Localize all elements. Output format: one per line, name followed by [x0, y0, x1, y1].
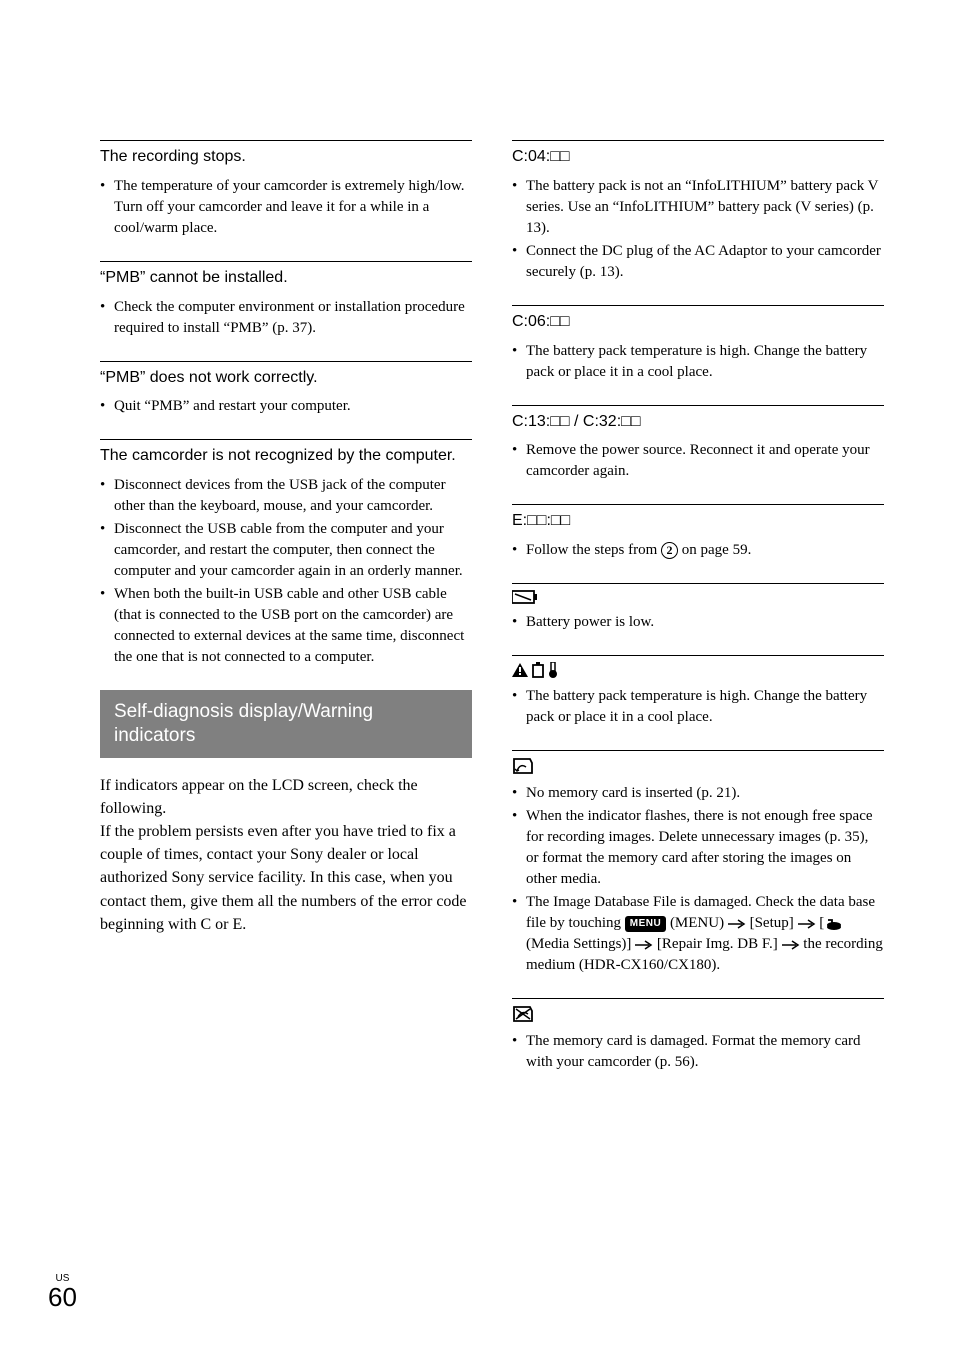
list-item: The battery pack temperature is high. Ch…	[512, 341, 884, 383]
heading-pmb-install: “PMB” cannot be installed.	[100, 261, 472, 297]
arrow-right-icon	[728, 919, 746, 929]
list-item: Connect the DC plug of the AC Adaptor to…	[512, 241, 884, 283]
list-item: Remove the power source. Reconnect it an…	[512, 440, 884, 482]
heading-c13: C:13:□□ / C:32:□□	[512, 405, 884, 441]
bullets-memcard: No memory card is inserted (p. 21). When…	[512, 783, 884, 976]
list-item: Quit “PMB” and restart your computer.	[100, 396, 472, 417]
page-num: 60	[48, 1282, 77, 1313]
menu-badge-icon: MENU	[625, 916, 666, 932]
heading-e: E:□□:□□	[512, 504, 884, 540]
circled-number-icon: 2	[661, 542, 678, 559]
list-item: No memory card is inserted (p. 21).	[512, 783, 884, 804]
text: [Setup]	[746, 915, 798, 931]
text: [Repair Img. DB F.]	[653, 936, 781, 952]
bullets-not-recognized: Disconnect devices from the USB jack of …	[100, 475, 472, 668]
list-item: Follow the steps from 2 on page 59.	[512, 540, 884, 561]
heading-pmb-work: “PMB” does not work correctly.	[100, 361, 472, 397]
arrow-right-icon	[798, 919, 816, 929]
memory-card-icon	[512, 757, 534, 775]
list-item: When both the built-in USB cable and oth…	[100, 584, 472, 668]
text: Follow the steps from	[526, 542, 661, 558]
memory-card-damaged-icon	[512, 1005, 536, 1023]
heading-recording-stops: The recording stops.	[100, 140, 472, 176]
list-item: The battery pack temperature is high. Ch…	[512, 686, 884, 728]
body-text: If indicators appear on the LCD screen, …	[100, 774, 472, 936]
right-column: C:04:□□ The battery pack is not an “Info…	[512, 140, 884, 1095]
left-column: The recording stops. The temperature of …	[100, 140, 472, 1095]
bullets-battery-low: Battery power is low.	[512, 612, 884, 633]
bullets-battery-temp: The battery pack temperature is high. Ch…	[512, 686, 884, 728]
heading-battery-low-icon	[512, 583, 884, 612]
heading-memcard-icon	[512, 750, 884, 783]
bullets-c04: The battery pack is not an “InfoLITHIUM”…	[512, 176, 884, 283]
text: (Media Settings)]	[526, 936, 635, 952]
page-number: US 60	[48, 1273, 77, 1313]
text: [	[816, 915, 825, 931]
heading-battery-temp-icon	[512, 655, 884, 686]
list-item: When the indicator flashes, there is not…	[512, 806, 884, 890]
text: (MENU)	[666, 915, 728, 931]
bullets-pmb-install: Check the computer environment or instal…	[100, 297, 472, 339]
heading-not-recognized: The camcorder is not recognized by the c…	[100, 439, 472, 475]
list-item: The battery pack is not an “InfoLITHIUM”…	[512, 176, 884, 239]
list-item: Disconnect devices from the USB jack of …	[100, 475, 472, 517]
heading-memdamaged-icon	[512, 998, 884, 1031]
list-item: Check the computer environment or instal…	[100, 297, 472, 339]
list-item: The temperature of your camcorder is ext…	[100, 176, 472, 239]
heading-c04: C:04:□□	[512, 140, 884, 176]
text: on page 59.	[678, 542, 751, 558]
arrow-right-icon	[635, 940, 653, 950]
bullets-memdamaged: The memory card is damaged. Format the m…	[512, 1031, 884, 1073]
bullets-c06: The battery pack temperature is high. Ch…	[512, 341, 884, 383]
arrow-right-icon	[782, 940, 800, 950]
media-settings-icon	[824, 917, 842, 931]
warning-triangle-icon	[512, 663, 528, 677]
list-item: The Image Database File is damaged. Chec…	[512, 892, 884, 976]
bullets-e: Follow the steps from 2 on page 59.	[512, 540, 884, 561]
battery-low-icon	[512, 590, 538, 604]
list-item: Battery power is low.	[512, 612, 884, 633]
bullets-recording-stops: The temperature of your camcorder is ext…	[100, 176, 472, 239]
heading-c06: C:06:□□	[512, 305, 884, 341]
thermometer-icon	[548, 662, 558, 678]
battery-icon	[532, 662, 544, 678]
list-item: The memory card is damaged. Format the m…	[512, 1031, 884, 1073]
bullets-pmb-work: Quit “PMB” and restart your computer.	[100, 396, 472, 417]
list-item: Disconnect the USB cable from the comput…	[100, 519, 472, 582]
bullets-c13: Remove the power source. Reconnect it an…	[512, 440, 884, 482]
gray-section-heading: Self-diagnosis display/Warning indicator…	[100, 690, 472, 758]
